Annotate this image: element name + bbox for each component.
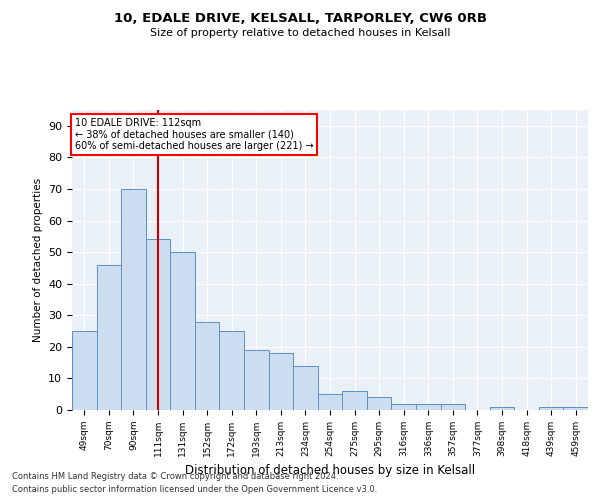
Bar xyxy=(170,252,195,410)
Bar xyxy=(72,331,97,410)
Y-axis label: Number of detached properties: Number of detached properties xyxy=(32,178,43,342)
Bar xyxy=(391,404,416,410)
Bar xyxy=(490,407,514,410)
X-axis label: Distribution of detached houses by size in Kelsall: Distribution of detached houses by size … xyxy=(185,464,475,477)
Bar xyxy=(97,264,121,410)
Bar xyxy=(121,189,146,410)
Bar xyxy=(440,404,465,410)
Bar xyxy=(563,407,588,410)
Bar xyxy=(367,398,391,410)
Bar xyxy=(269,353,293,410)
Bar xyxy=(220,331,244,410)
Bar xyxy=(293,366,318,410)
Bar xyxy=(195,322,220,410)
Text: Contains HM Land Registry data © Crown copyright and database right 2024.: Contains HM Land Registry data © Crown c… xyxy=(12,472,338,481)
Bar xyxy=(539,407,563,410)
Bar xyxy=(342,391,367,410)
Text: 10, EDALE DRIVE, KELSALL, TARPORLEY, CW6 0RB: 10, EDALE DRIVE, KELSALL, TARPORLEY, CW6… xyxy=(113,12,487,26)
Bar xyxy=(416,404,440,410)
Text: 10 EDALE DRIVE: 112sqm
← 38% of detached houses are smaller (140)
60% of semi-de: 10 EDALE DRIVE: 112sqm ← 38% of detached… xyxy=(74,118,313,150)
Bar xyxy=(318,394,342,410)
Text: Size of property relative to detached houses in Kelsall: Size of property relative to detached ho… xyxy=(150,28,450,38)
Bar xyxy=(146,240,170,410)
Bar xyxy=(244,350,269,410)
Text: Contains public sector information licensed under the Open Government Licence v3: Contains public sector information licen… xyxy=(12,485,377,494)
